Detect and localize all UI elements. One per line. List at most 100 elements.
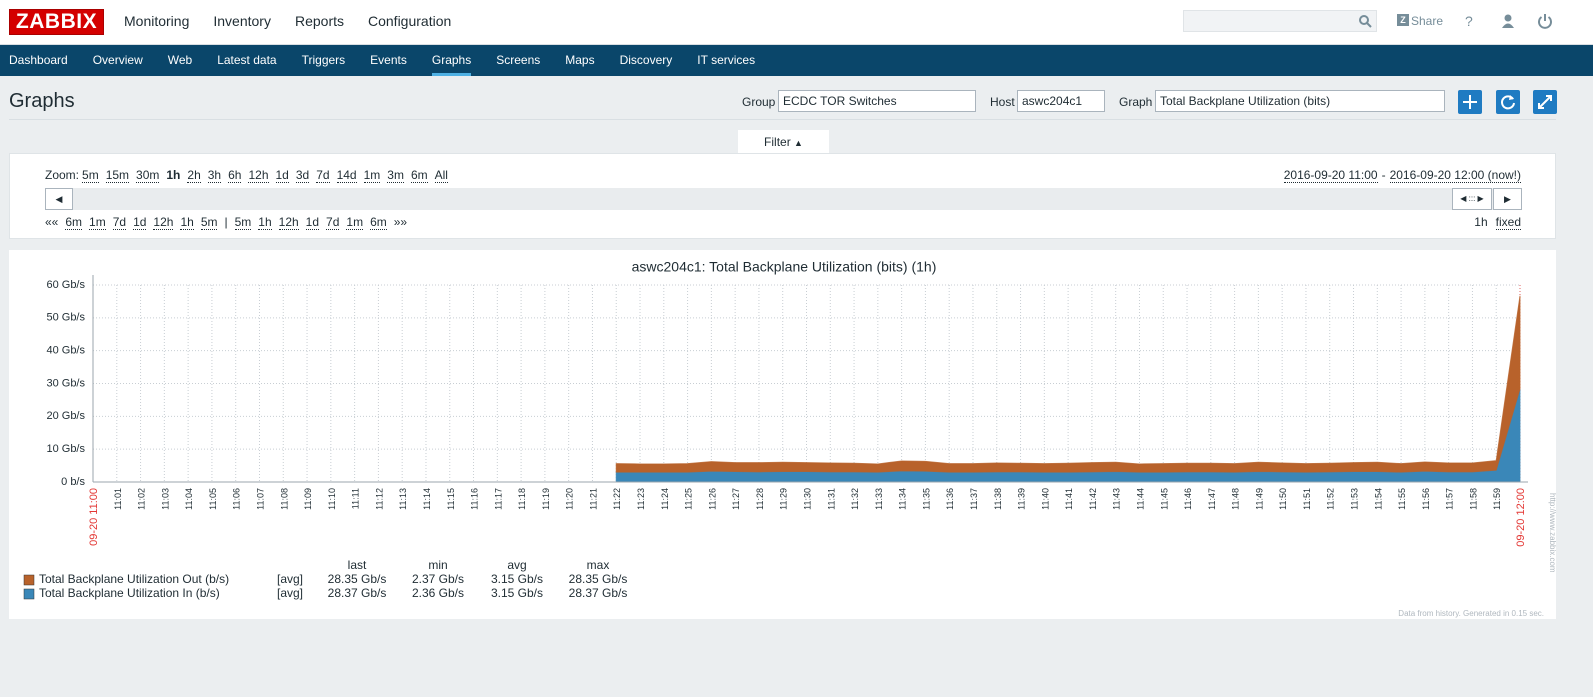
- nav-forward-link[interactable]: »»: [394, 215, 407, 229]
- help-link[interactable]: ?: [1465, 13, 1473, 29]
- nav-forward-link[interactable]: 6m: [370, 215, 387, 230]
- search-icon[interactable]: [1358, 14, 1372, 28]
- nav-back-link[interactable]: 12h: [153, 215, 173, 230]
- zoom-link[interactable]: 15m: [106, 168, 129, 183]
- x-tick-label: 11:19: [541, 488, 551, 510]
- zoom-link[interactable]: 1h: [166, 168, 180, 182]
- submenu-item[interactable]: Events: [370, 45, 407, 76]
- zoom-link[interactable]: 14d: [337, 168, 357, 183]
- zoom-link[interactable]: 1m: [364, 168, 381, 183]
- legend-stat: 28.37 Gb/s: [328, 586, 387, 600]
- nav-back-link[interactable]: 6m: [65, 215, 82, 230]
- timeline-bar: [45, 188, 1522, 210]
- refresh-icon: [1496, 90, 1520, 114]
- x-tick-label: 11:30: [803, 488, 813, 510]
- share-link[interactable]: Share: [1411, 14, 1443, 28]
- nav-forward-link[interactable]: 12h: [279, 215, 299, 230]
- nav-forward-link[interactable]: 7d: [326, 215, 339, 230]
- filter-tab-label[interactable]: Filter: [764, 135, 791, 149]
- submenu-item[interactable]: IT services: [697, 45, 755, 76]
- x-tick-label: 11:03: [160, 488, 170, 510]
- submenu-item[interactable]: Triggers: [302, 45, 346, 76]
- nav-back-link[interactable]: ««: [45, 215, 58, 229]
- filter-arrow: ▲: [794, 138, 803, 148]
- x-tick-label: 11:18: [517, 488, 527, 510]
- fullscreen-button[interactable]: [1533, 90, 1557, 114]
- x-tick-label: 11:20: [565, 488, 575, 510]
- zoom-link[interactable]: 6m: [411, 168, 428, 183]
- share-icon[interactable]: Z: [1397, 14, 1409, 26]
- legend-stat: 2.36 Gb/s: [412, 586, 464, 600]
- zoom-link[interactable]: 3m: [387, 168, 404, 183]
- period-from[interactable]: 2016-09-20 11:00: [1284, 168, 1378, 183]
- zoom-link[interactable]: 3d: [296, 168, 309, 183]
- nav-forward-link[interactable]: 5m: [235, 215, 252, 230]
- zoom-link[interactable]: 3h: [208, 168, 221, 183]
- nav-back-link[interactable]: 1m: [89, 215, 106, 230]
- x-tick-label: 11:40: [1040, 488, 1050, 510]
- logo[interactable]: ZABBIX: [9, 9, 104, 35]
- x-tick-label: 11:53: [1350, 488, 1360, 510]
- zoom-link[interactable]: 30m: [136, 168, 159, 183]
- main-menu: Monitoring Inventory Reports Configuration: [112, 13, 463, 29]
- group-select[interactable]: ECDC TOR Switches: [778, 90, 976, 112]
- zoom-link[interactable]: 2h: [187, 168, 200, 183]
- x-tick-label: 11:34: [898, 488, 908, 510]
- legend-stat: 28.35 Gb/s: [328, 572, 387, 586]
- scroll-left[interactable]: ◀: [45, 188, 73, 210]
- x-tick-label: 11:52: [1326, 488, 1336, 510]
- period-to[interactable]: 2016-09-20 12:00 (now!): [1390, 168, 1521, 183]
- fixed-toggle[interactable]: fixed: [1496, 215, 1521, 230]
- submenu-item[interactable]: Overview: [93, 45, 143, 76]
- submenu-item[interactable]: Web: [168, 45, 192, 76]
- x-tick-label: 11:04: [184, 488, 194, 510]
- nav-back-link[interactable]: 1d: [133, 215, 146, 230]
- zoom-link[interactable]: All: [435, 168, 448, 183]
- menu-item[interactable]: Configuration: [368, 13, 451, 29]
- zoom-link[interactable]: 1d: [276, 168, 289, 183]
- x-tick-label: 11:44: [1135, 488, 1145, 510]
- profile-icon[interactable]: [1500, 13, 1516, 29]
- search-box[interactable]: [1183, 10, 1377, 32]
- x-tick-label: 11:23: [636, 488, 646, 510]
- zoom-link[interactable]: 5m: [82, 168, 99, 183]
- nav-back-link[interactable]: 7d: [113, 215, 126, 230]
- period: 2016-09-20 11:00-2016-09-20 12:00 (now!): [1284, 168, 1521, 182]
- submenu-item[interactable]: Graphs: [432, 45, 471, 76]
- scroll-right[interactable]: ▶: [1493, 188, 1522, 210]
- x-tick-label: 11:39: [1017, 488, 1027, 510]
- scroll-handle[interactable]: ◀ ::: ▶: [1452, 188, 1492, 210]
- nav-forward-link[interactable]: 1d: [306, 215, 319, 230]
- nav-back-link[interactable]: 1h: [180, 215, 193, 230]
- zoom-link[interactable]: 12h: [248, 168, 268, 183]
- refresh-button[interactable]: [1496, 90, 1520, 114]
- graph-label: Graph: [1119, 95, 1152, 109]
- x-tick-label: 11:42: [1088, 488, 1098, 510]
- sub-menu-items: Dashboard Overview Web Latest data Triggers E…: [0, 45, 1593, 76]
- menu-item[interactable]: Reports: [295, 13, 344, 29]
- add-button[interactable]: [1458, 90, 1482, 114]
- host-select[interactable]: aswc204c1: [1017, 90, 1105, 112]
- submenu-item[interactable]: Maps: [565, 45, 594, 76]
- legend-swatch: [24, 575, 34, 585]
- nav-forward-link[interactable]: 1m: [346, 215, 363, 230]
- filter-tab[interactable]: Filter ▲: [738, 130, 829, 154]
- plus-icon: [1458, 90, 1482, 114]
- submenu-item[interactable]: Screens: [496, 45, 540, 76]
- nav-forward-link[interactable]: 1h: [258, 215, 271, 230]
- chart-title: aswc204c1: Total Backplane Utilization (…: [632, 259, 937, 275]
- graph-panel: aswc204c1: Total Backplane Utilization (…: [9, 250, 1556, 619]
- host-label: Host: [990, 95, 1015, 109]
- zoom-link[interactable]: 6h: [228, 168, 241, 183]
- submenu-item[interactable]: Discovery: [620, 45, 673, 76]
- logout-icon[interactable]: [1537, 13, 1553, 29]
- nav-back-link[interactable]: 5m: [201, 215, 218, 230]
- submenu-item[interactable]: Latest data: [217, 45, 276, 76]
- graph-select[interactable]: Total Backplane Utilization (bits): [1155, 90, 1445, 112]
- menu-item[interactable]: Monitoring: [124, 13, 189, 29]
- zoom-link[interactable]: 7d: [316, 168, 329, 183]
- x-tick-label: 11:32: [850, 488, 860, 510]
- x-tick-label: 11:01: [113, 488, 123, 510]
- submenu-item[interactable]: Dashboard: [9, 45, 68, 76]
- menu-item[interactable]: Inventory: [213, 13, 271, 29]
